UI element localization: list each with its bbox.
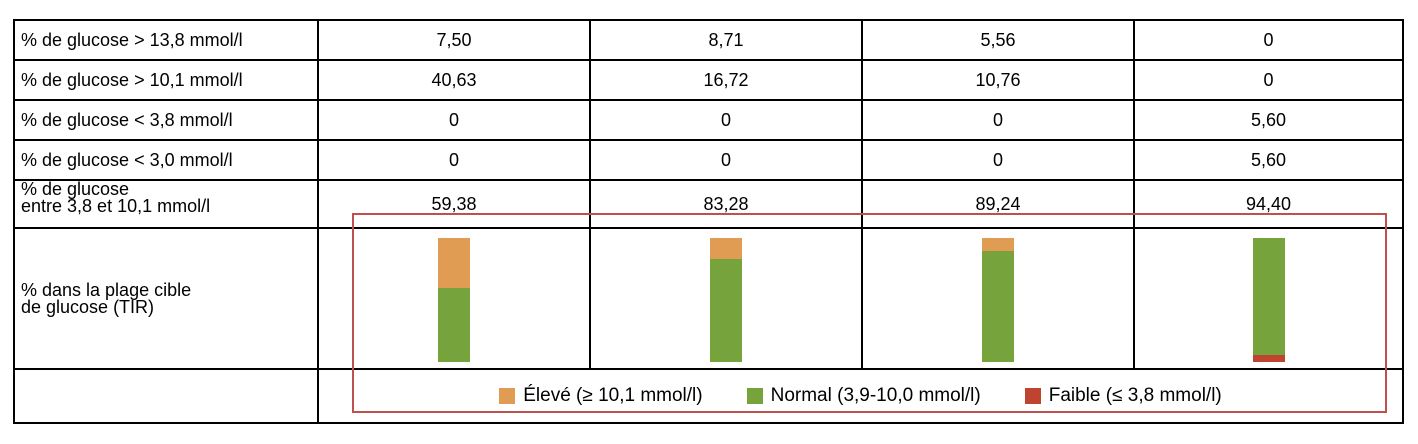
table-row: % de glucose < 3,8 mmol/l 0 0 0 5,60 — [13, 99, 1404, 141]
bar-segment — [982, 251, 1014, 362]
table-cell: 0 — [317, 99, 591, 141]
row-label: % de glucose < 3,0 mmol/l — [13, 139, 319, 181]
bar-cell — [1133, 227, 1404, 370]
legend-row: Élevé (≥ 10,1 mmol/l) Normal (3,9-10,0 mm… — [13, 368, 1404, 424]
legend-empty-cell — [13, 368, 319, 424]
table-cell: 0 — [1133, 59, 1404, 101]
row-label: % de glucose < 3,8 mmol/l — [13, 99, 319, 141]
row-label: % de glucose > 10,1 mmol/l — [13, 59, 319, 101]
bar-segment — [438, 288, 470, 362]
table-cell: 10,76 — [861, 59, 1135, 101]
bar-segment — [710, 258, 742, 362]
bar-segment — [982, 238, 1014, 252]
table-cell: 5,60 — [1133, 99, 1404, 141]
legend-swatch — [499, 388, 516, 404]
table-row: % de glucose entre 3,8 et 10,1 mmol/l 59,… — [13, 179, 1404, 229]
legend-swatch — [1024, 388, 1041, 404]
table-cell: 0 — [861, 99, 1135, 141]
legend-cell: Élevé (≥ 10,1 mmol/l) Normal (3,9-10,0 mm… — [317, 368, 1404, 424]
bar-segment — [1252, 238, 1285, 356]
legend-label: Normal (3,9-10,0 mmol/l) — [770, 385, 981, 406]
table-cell: 8,71 — [589, 19, 863, 61]
row-label: % de glucose > 13,8 mmol/l — [13, 19, 319, 61]
bar-segment — [1252, 355, 1285, 362]
table-cell: 0 — [589, 139, 863, 181]
tir-row-label: % dans la plage cible de glucose (TIR) — [13, 227, 319, 370]
stacked-bar — [710, 238, 742, 362]
table-cell: 0 — [317, 139, 591, 181]
bar-segment — [438, 238, 470, 289]
bar-cell — [861, 227, 1135, 370]
table-cell: 83,28 — [589, 179, 863, 229]
stacked-bar — [982, 238, 1014, 362]
table-row: % de glucose > 10,1 mmol/l 40,63 16,72 10,7… — [13, 59, 1404, 101]
stacked-bar — [1252, 238, 1285, 362]
legend-label: Faible (≤ 3,8 mmol/l) — [1048, 385, 1222, 406]
table-cell: 40,63 — [317, 59, 591, 101]
table-cell: 7,50 — [317, 19, 591, 61]
table-cell: 0 — [1133, 19, 1404, 61]
table-row: % de glucose > 13,8 mmol/l 7,50 8,71 5,56 0 — [13, 19, 1404, 61]
table-cell: 5,56 — [861, 19, 1135, 61]
table-cell: 0 — [589, 99, 863, 141]
tir-row: % dans la plage cible de glucose (TIR) — [13, 227, 1404, 370]
bar-cell — [589, 227, 863, 370]
table-cell: 0 — [861, 139, 1135, 181]
stacked-bar — [438, 238, 470, 362]
legend-item: Élevé (≥ 10,1 mmol/l) — [499, 385, 703, 407]
table-cell: 89,24 — [861, 179, 1135, 229]
row-label: % de glucose entre 3,8 et 10,1 mmol/l — [13, 179, 319, 229]
bar-cell — [317, 227, 591, 370]
legend-item: Faible (≤ 3,8 mmol/l) — [1024, 385, 1222, 407]
legend-swatch — [746, 388, 763, 404]
glucose-table: % de glucose > 13,8 mmol/l 7,50 8,71 5,56 0%… — [13, 19, 1404, 424]
legend-label: Élevé (≥ 10,1 mmol/l) — [523, 385, 703, 406]
table-cell: 5,60 — [1133, 139, 1404, 181]
table-cell: 94,40 — [1133, 179, 1404, 229]
legend: Élevé (≥ 10,1 mmol/l) Normal (3,9-10,0 mm… — [319, 385, 1402, 407]
table-cell: 16,72 — [589, 59, 863, 101]
legend-item: Normal (3,9-10,0 mmol/l) — [746, 385, 981, 407]
table-row: % de glucose < 3,0 mmol/l 0 0 0 5,60 — [13, 139, 1404, 181]
bar-segment — [710, 238, 742, 259]
table-cell: 59,38 — [317, 179, 591, 229]
